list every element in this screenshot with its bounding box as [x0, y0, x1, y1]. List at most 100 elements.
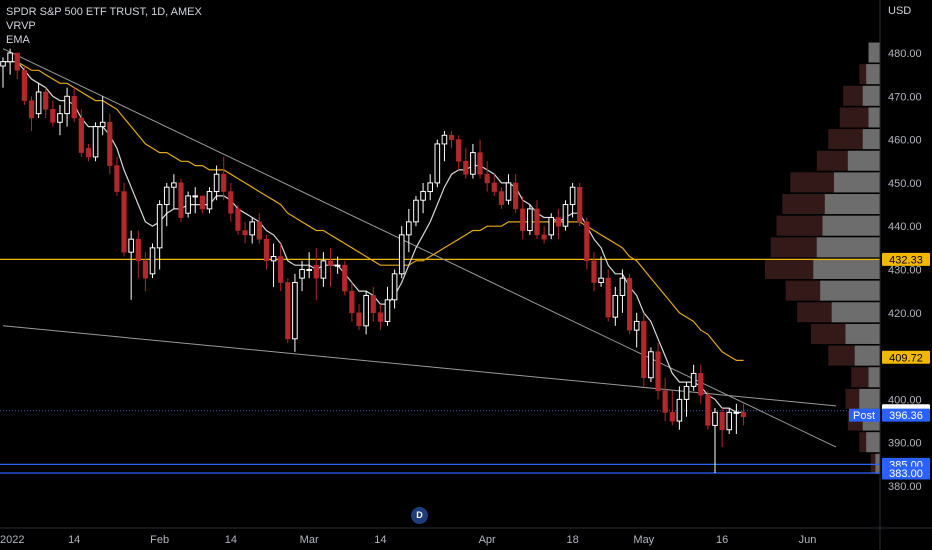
- candle-body-up: [712, 411, 718, 426]
- candle-body-up: [733, 411, 740, 414]
- price-tick-label: 430.00: [888, 265, 922, 277]
- post-market-tag: [849, 408, 880, 422]
- candle-body-up: [569, 186, 576, 206]
- dividend-event-badge[interactable]: D: [411, 507, 428, 524]
- candle-body-down: [662, 390, 668, 413]
- candle-body-up: [156, 204, 163, 249]
- candle-body-down: [370, 295, 376, 314]
- candle-body-down: [591, 260, 597, 283]
- candle-body-down: [349, 290, 355, 314]
- candle-body-down: [142, 260, 149, 279]
- time-tick-label: Mar: [300, 534, 319, 546]
- chart-legend: SPDR S&P 500 ETF TRUST, 1D, AMEX VRVP EM…: [6, 5, 202, 47]
- candle-body-up: [434, 143, 441, 184]
- candle-body-down: [135, 238, 141, 262]
- candle-body-up: [306, 269, 312, 271]
- ema-fast-line: [3, 61, 744, 413]
- candle-body-down: [228, 191, 234, 214]
- candle-body-down: [448, 134, 455, 140]
- candle-body-down: [235, 208, 241, 231]
- candle-body-down: [71, 96, 77, 119]
- candle-body-up: [0, 61, 6, 67]
- candle-body-down: [698, 373, 704, 396]
- currency-label[interactable]: USD: [888, 5, 912, 17]
- candle-body-down: [626, 277, 633, 331]
- volume-profile: [765, 42, 880, 474]
- candle-body-down: [377, 312, 383, 322]
- volume-profile-bar-value-area: [820, 280, 880, 301]
- volume-profile-bar-value-area: [862, 129, 880, 150]
- price-label-text: 383.00: [889, 468, 923, 480]
- candle-body-down: [484, 173, 490, 184]
- indicator-ema[interactable]: EMA: [6, 34, 30, 46]
- candle-body-up: [562, 204, 569, 227]
- volume-profile-bar-value-area: [866, 432, 880, 453]
- candle-body-down: [285, 282, 291, 340]
- volume-profile-bar-value-area: [822, 215, 880, 236]
- price-tick-label: 400.00: [888, 394, 922, 406]
- candle-body-up: [171, 182, 177, 188]
- candle-body-up: [163, 186, 170, 206]
- candle-body-down: [541, 234, 547, 240]
- candle-body-up: [633, 320, 640, 331]
- candle-body-down: [513, 182, 519, 210]
- candle-body-down: [221, 173, 227, 192]
- symbol-title[interactable]: SPDR S&P 500 ETF TRUST, 1D, AMEX: [6, 6, 202, 18]
- candle-body-down: [463, 160, 469, 175]
- candle-body-up: [726, 411, 733, 431]
- candle-body-down: [199, 195, 205, 210]
- candle-body-down: [669, 412, 675, 422]
- candle-body-down: [456, 139, 462, 162]
- candle-body-down: [477, 152, 483, 175]
- time-tick-label: Jun: [799, 534, 817, 546]
- candles: [0, 48, 747, 474]
- candle-body-down: [740, 412, 747, 418]
- price-label-text: 396.36: [889, 410, 923, 422]
- volume-profile-bar-value-area: [847, 150, 880, 171]
- price-label-box: [882, 252, 930, 266]
- candle-body-down: [313, 264, 319, 279]
- candle-body-up: [92, 126, 99, 158]
- candle-body-up: [213, 173, 220, 193]
- volume-profile-bar-value-area: [868, 42, 880, 63]
- candle-body-up: [299, 269, 305, 279]
- candle-body-up: [505, 182, 512, 201]
- price-tick-label: 460.00: [888, 135, 922, 147]
- candle-body-down: [655, 351, 661, 392]
- price-tick-label: 440.00: [888, 221, 922, 233]
- candle-body-up: [420, 191, 426, 201]
- volume-profile-bar-value-area: [813, 259, 880, 279]
- trendline: [2, 48, 837, 448]
- price-label-text: 432.33: [889, 254, 923, 266]
- candle-body-down: [43, 91, 49, 110]
- candle-body-up: [406, 221, 412, 236]
- candle-body-up: [391, 273, 398, 301]
- ema-lines: [3, 61, 744, 413]
- candle-body-down: [121, 191, 127, 253]
- candle-body-down: [21, 70, 27, 101]
- time-axis: 2022 14 Feb 14 Mar 14 Apr 18 May 16 Jun: [0, 527, 932, 546]
- candle-body-up: [398, 234, 405, 275]
- candle-body-down: [263, 238, 270, 262]
- volume-profile-bar-value-area: [868, 107, 880, 128]
- price-label-box: [882, 408, 930, 422]
- time-tick-label: Feb: [150, 534, 169, 546]
- candle-body-up: [676, 398, 683, 422]
- candle-body-up: [149, 247, 156, 275]
- candle-body-up: [249, 221, 255, 236]
- price-tick-label: 450.00: [888, 178, 922, 190]
- price-tick-label: 470.00: [888, 91, 922, 103]
- volume-profile-bar-value-area: [862, 85, 880, 106]
- volume-profile-bar-value-area: [834, 172, 880, 193]
- indicator-vrvp[interactable]: VRVP: [6, 20, 36, 32]
- price-tick-label: 420.00: [888, 308, 922, 320]
- candle-body-up: [598, 277, 604, 283]
- ema-slow-line: [3, 61, 744, 361]
- volume-profile-bar-value-area: [824, 194, 880, 215]
- candle-body-up: [683, 385, 690, 400]
- candle-body-up: [441, 134, 448, 145]
- trendlines: [2, 48, 837, 448]
- post-market-tag-text: Post: [853, 410, 875, 422]
- candle-body-down: [605, 277, 611, 318]
